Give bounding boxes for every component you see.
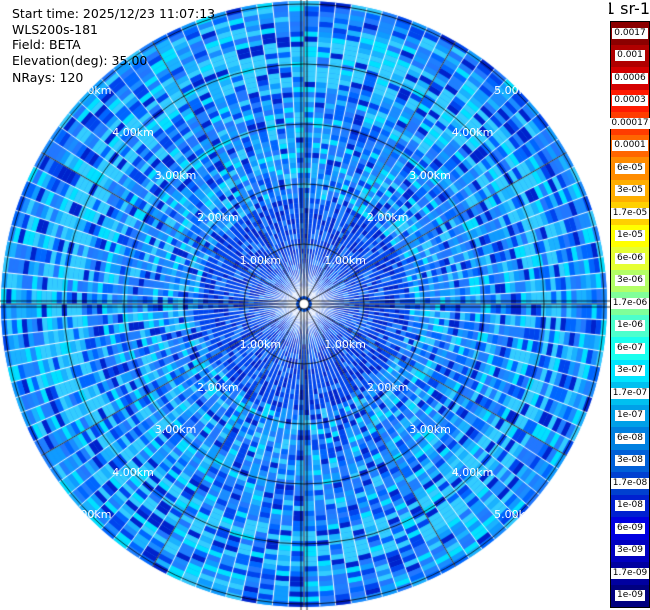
range-ring-label: 3.00km — [154, 168, 197, 182]
colorbar-segment: 6e-05 — [611, 157, 649, 180]
colorbar-segment: 1e-07 — [611, 404, 649, 427]
colorbar-segment: 1e-06 — [611, 314, 649, 337]
colorbar-tick-label: 3e-08 — [615, 455, 645, 467]
colorbar: 0.0017 0.001 0.0006 0.0003 0.00017 0.0001 6e-0… — [609, 21, 650, 608]
colorbar-segment: 1.7e-06 — [610, 292, 650, 315]
colorbar-tick-label: 0.001 — [615, 50, 645, 62]
colorbar-segment: 3e-07 — [611, 359, 649, 382]
colorbar-tick-label: 6e-05 — [615, 162, 645, 174]
colorbar-segment: 6e-09 — [611, 517, 649, 540]
colorbar-tick-label: 1e-07 — [615, 410, 645, 422]
colorbar-tick-label: 6e-09 — [615, 522, 645, 534]
ppi-plot: 1.00km 1.00km 1.00km 1.00km 2.00km 2.00km 2.00… — [0, 0, 610, 610]
colorbar-segment: 3e-08 — [611, 449, 649, 472]
colorbar-segment: 1e-09 — [611, 584, 649, 607]
colorbar-segment: 0.0001 — [611, 134, 649, 157]
range-ring-label: 4.00km — [451, 465, 494, 479]
colorbar-segment: 1.7e-07 — [610, 382, 650, 405]
colorbar-tick-label: 0.0003 — [612, 95, 648, 107]
range-ring-label: 2.00km — [366, 380, 409, 394]
colorbar-tick-label: 3e-07 — [615, 365, 645, 377]
colorbar-tick-label: 3e-06 — [615, 275, 645, 287]
range-ring-label: 1.00km — [324, 338, 366, 352]
colorbar-segment: 0.001 — [611, 44, 649, 67]
colorbar-tick-label: 1.7e-08 — [610, 477, 650, 489]
range-ring-label: 5.00km — [494, 83, 536, 97]
range-ring-label: 5.00km — [69, 83, 112, 97]
start-time-text: Start time: 2025/12/23 11:07:13 — [12, 6, 216, 21]
colorbar-tick-label: 0.0001 — [612, 140, 648, 152]
range-ring-label: 2.00km — [197, 380, 239, 394]
range-ring-label: 1.00km — [324, 253, 366, 267]
colorbar-tick-label: 1e-05 — [615, 230, 645, 242]
colorbar-tick-label: 0.00017 — [609, 117, 650, 129]
range-ring-label: 3.00km — [409, 168, 451, 182]
colorbar-tick-label: 1.7e-09 — [610, 567, 650, 579]
colorbar-tick-label: 6e-08 — [615, 432, 645, 444]
colorbar-segment: 3e-09 — [611, 539, 649, 562]
colorbar-segment: 1e-08 — [611, 494, 649, 517]
colorbar-tick-label: 1.7e-06 — [610, 297, 650, 309]
colorbar-tick-label: 1e-06 — [615, 320, 645, 332]
range-ring-label: 3.00km — [409, 423, 451, 437]
range-ring-label: 5.00km — [69, 508, 112, 522]
colorbar-segment: 6e-08 — [611, 427, 649, 450]
ppi-scan-canvas — [0, 0, 610, 610]
colorbar-segment: 1e-05 — [611, 224, 649, 247]
colorbar-tick-label: 1.7e-05 — [610, 207, 650, 219]
colorbar-tick-label: 6e-06 — [615, 252, 645, 264]
colorbar-tick-label: 1.7e-07 — [610, 387, 650, 399]
colorbar-segment: 6e-07 — [611, 337, 649, 360]
range-ring-label: 3.00km — [154, 423, 197, 437]
colorbar-segment: 3e-06 — [611, 269, 649, 292]
range-ring-label: 4.00km — [112, 465, 154, 479]
field-text: Field: BETA — [12, 37, 81, 52]
range-ring-label: 1.00km — [239, 253, 282, 267]
colorbar-tick-label: 0.0006 — [612, 72, 648, 84]
colorbar-segment: 6e-06 — [611, 247, 649, 270]
colorbar-tick-label: 0.0017 — [612, 27, 648, 39]
colorbar-tick-label: 6e-07 — [615, 342, 645, 354]
nrays-text: NRays: 120 — [12, 70, 84, 85]
colorbar-tick-label: 1e-08 — [615, 500, 645, 512]
range-ring-label: 2.00km — [197, 211, 239, 225]
colorbar-title: m-1 sr-1 — [609, 0, 650, 18]
range-ring-label: 4.00km — [112, 126, 154, 140]
elevation-text: Elevation(deg): 35.00 — [12, 53, 148, 68]
colorbar-segment: 0.0017 — [611, 22, 649, 45]
range-ring-label: 2.00km — [366, 211, 409, 225]
colorbar-segment: 0.00017 — [609, 112, 650, 135]
range-ring-label: 5.00km — [494, 508, 536, 522]
colorbar-segment: 0.0006 — [611, 67, 649, 90]
colorbar-segment: 0.0003 — [611, 89, 649, 112]
range-ring-label: 4.00km — [451, 126, 494, 140]
range-ring-label: 1.00km — [239, 338, 282, 352]
instrument-id-text: WLS200s-181 — [12, 22, 98, 37]
colorbar-segment: 1.7e-08 — [610, 472, 650, 495]
colorbar-segment: 3e-05 — [611, 179, 649, 202]
colorbar-tick-label: 1e-09 — [615, 590, 645, 602]
colorbar-segment: 1.7e-05 — [610, 202, 650, 225]
colorbar-tick-label: 3e-09 — [615, 545, 645, 557]
colorbar-segment: 1.7e-09 — [610, 562, 650, 585]
colorbar-tick-label: 3e-05 — [615, 185, 645, 197]
